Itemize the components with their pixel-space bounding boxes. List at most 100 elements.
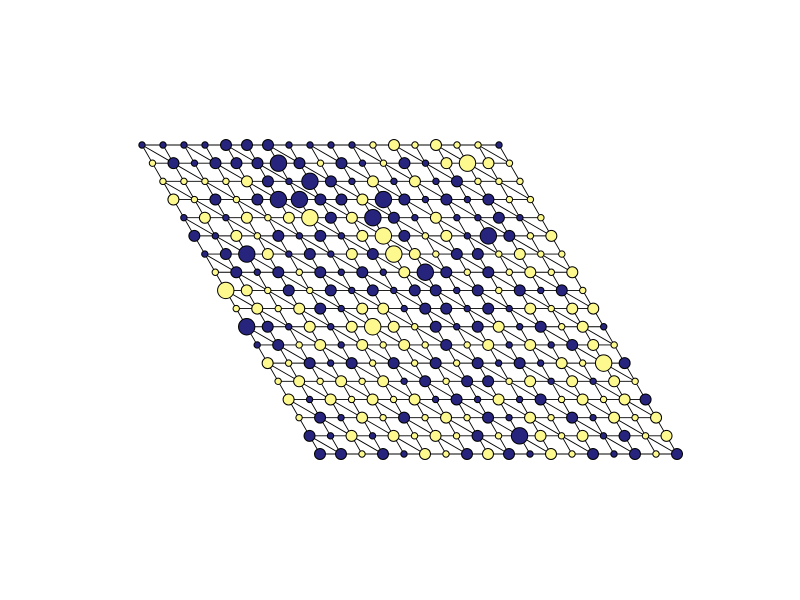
node-light xyxy=(432,250,440,258)
node-dark xyxy=(400,304,408,313)
node-dark xyxy=(364,209,382,227)
node-light xyxy=(240,284,253,297)
edge-diagonal xyxy=(341,162,374,182)
node-light xyxy=(274,377,282,385)
node-light xyxy=(463,341,471,349)
node-light xyxy=(492,393,505,406)
edge-diagonal xyxy=(319,417,352,437)
edge-diagonal xyxy=(498,399,531,419)
node-light xyxy=(505,195,514,204)
node-light xyxy=(631,377,639,385)
edge-diagonal xyxy=(299,308,331,328)
edge-diagonal xyxy=(435,362,468,382)
node-light xyxy=(148,159,157,167)
node-dark xyxy=(482,375,495,388)
node-light xyxy=(513,248,526,261)
node-light xyxy=(264,286,272,295)
edge-diagonal xyxy=(477,144,510,164)
edge-diagonal xyxy=(529,417,562,437)
node-light xyxy=(295,341,303,349)
node-light xyxy=(217,281,235,300)
node-dark xyxy=(492,211,505,224)
node-dark xyxy=(295,232,304,240)
edge-diagonal xyxy=(393,362,426,382)
edge-diagonal xyxy=(477,435,510,455)
node-dark xyxy=(482,302,495,315)
node-dark xyxy=(282,284,295,297)
node-light xyxy=(293,375,306,388)
node-dark xyxy=(589,413,597,422)
node-light xyxy=(419,448,431,460)
node-dark xyxy=(587,448,599,460)
node-light xyxy=(429,429,442,442)
edge-diagonal xyxy=(424,380,457,400)
node-light xyxy=(369,141,377,149)
edge-diagonal xyxy=(372,253,405,273)
node-light xyxy=(474,177,482,186)
node-dark xyxy=(209,157,222,170)
node-light xyxy=(545,229,558,242)
node-light xyxy=(347,395,356,404)
node-light xyxy=(608,411,621,424)
node-dark xyxy=(432,177,440,186)
node-light xyxy=(411,323,419,331)
node-light xyxy=(558,250,566,258)
node-dark xyxy=(510,427,529,445)
node-dark xyxy=(222,214,230,222)
edge-diagonal xyxy=(414,326,447,346)
node-light xyxy=(345,320,358,333)
edge-diagonal xyxy=(530,271,562,291)
node-dark xyxy=(599,432,608,440)
edge-diagonal xyxy=(571,417,604,437)
node-dark xyxy=(253,341,261,349)
node-dark xyxy=(463,195,472,204)
node-dark xyxy=(327,323,335,331)
node-light xyxy=(356,338,369,351)
node-dark xyxy=(269,190,288,209)
node-dark xyxy=(671,448,683,460)
node-dark xyxy=(450,393,463,406)
node-dark xyxy=(471,357,484,370)
node-light xyxy=(641,432,650,440)
edge-diagonal xyxy=(351,362,384,382)
node-dark xyxy=(398,193,411,206)
node-dark xyxy=(398,229,411,242)
node-dark xyxy=(230,266,243,279)
node-light xyxy=(282,211,295,224)
edge-diagonal xyxy=(372,180,405,200)
node-dark xyxy=(345,357,358,370)
edge-diagonal xyxy=(309,144,342,164)
node-light xyxy=(264,214,272,222)
node-dark xyxy=(337,232,346,240)
node-dark xyxy=(400,450,408,458)
node-light xyxy=(524,375,537,388)
node-dark xyxy=(471,429,484,442)
node-dark xyxy=(327,141,335,149)
edge-diagonal xyxy=(445,417,478,437)
node-dark xyxy=(337,341,345,349)
node-light xyxy=(211,268,219,276)
node-dark xyxy=(471,284,484,297)
node-dark xyxy=(377,448,389,460)
node-dark xyxy=(138,141,146,149)
node-dark xyxy=(188,229,201,242)
node-dark xyxy=(335,193,348,206)
node-dark xyxy=(526,450,534,458)
node-dark xyxy=(473,395,482,404)
edge-diagonal xyxy=(488,271,520,291)
edge-diagonal xyxy=(257,162,290,182)
node-dark xyxy=(272,229,285,242)
edge-diagonal xyxy=(592,380,625,400)
node-light xyxy=(410,432,419,440)
node-light xyxy=(159,177,167,186)
edge-diagonal xyxy=(288,253,321,273)
edge-diagonal xyxy=(519,290,552,309)
edge-diagonal xyxy=(603,435,636,455)
node-dark xyxy=(555,284,568,297)
node-dark xyxy=(348,177,356,186)
edge-diagonal xyxy=(330,326,363,346)
node-dark xyxy=(513,284,526,297)
node-light xyxy=(463,413,471,422)
node-dark xyxy=(600,323,608,331)
